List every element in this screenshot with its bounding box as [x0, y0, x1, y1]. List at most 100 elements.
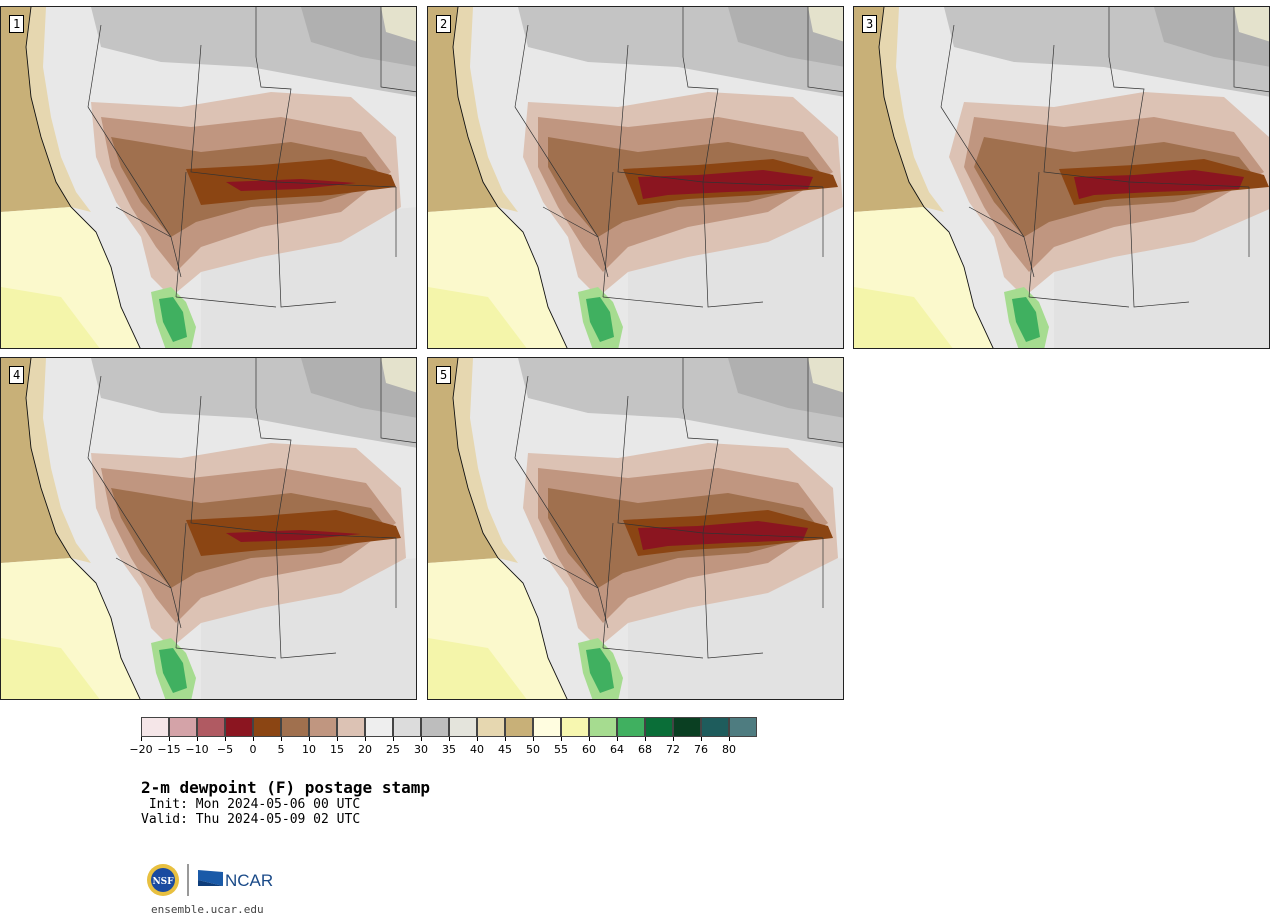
ocean-west — [1, 358, 71, 563]
colorbar-tick-label: −20 — [129, 743, 153, 756]
colorbar-tick-label: 50 — [526, 743, 540, 756]
colorbar-tick-label: 45 — [498, 743, 512, 756]
colorbar-swatch — [561, 717, 589, 737]
colorbar-swatch — [141, 717, 169, 737]
colorbar-swatch — [169, 717, 197, 737]
colorbar-swatch — [589, 717, 617, 737]
dry-northern-region — [944, 7, 1269, 97]
colorbar-tickmark — [225, 737, 226, 741]
dewpoint-map — [854, 7, 1269, 348]
colorbar-tickmark — [645, 737, 646, 741]
panel-number-label: 3 — [862, 15, 878, 33]
colorbar-tick-label: 64 — [610, 743, 624, 756]
map-panel-3: 3 — [853, 6, 1270, 349]
colorbar-tickmark — [701, 737, 702, 741]
dry-northern-region — [91, 358, 416, 448]
coastline — [878, 7, 994, 348]
colorbar-tick-label: 20 — [358, 743, 372, 756]
colorbar-swatch — [729, 717, 757, 737]
colorbar-tickmark — [253, 737, 254, 741]
colorbar-tickmark — [561, 737, 562, 741]
colorbar-tickmark — [505, 737, 506, 741]
dewpoint-map — [1, 358, 416, 699]
colorbar-tickmark — [197, 737, 198, 741]
ocean-west — [428, 358, 498, 563]
dewpoint-very-low-core — [638, 170, 813, 199]
colorbar-tickmark — [393, 737, 394, 741]
colorbar-tickmark — [141, 737, 142, 741]
valid-time: Valid: Thu 2024-05-09 02 UTC — [141, 812, 361, 827]
ncar-logo: NCAR — [198, 870, 273, 890]
panel-number-label: 1 — [9, 15, 25, 33]
colorbar-tickmark — [477, 737, 478, 741]
map-panel-5: 5 — [427, 357, 844, 700]
colorbar-swatch — [533, 717, 561, 737]
panel-number-label: 5 — [436, 366, 452, 384]
colorbar-tickmark — [589, 737, 590, 741]
colorbar-tick-label: 60 — [582, 743, 596, 756]
coastline — [25, 358, 141, 699]
map-panel-2: 2 — [427, 6, 844, 349]
colorbar-tickmark — [281, 737, 282, 741]
colorbar-tick-label: 76 — [694, 743, 708, 756]
colorbar-swatch — [421, 717, 449, 737]
colorbar-tick-label: −10 — [185, 743, 209, 756]
map-panel-1: 1 — [0, 6, 417, 349]
colorbar-swatch — [701, 717, 729, 737]
coastline — [25, 7, 141, 348]
nsf-logo: NSF — [147, 864, 179, 896]
colorbar-tickmark — [169, 737, 170, 741]
colorbar-tickmark — [729, 737, 730, 741]
init-time: Init: Mon 2024-05-06 00 UTC — [141, 797, 361, 812]
colorbar-swatch — [197, 717, 225, 737]
state-borders — [87, 358, 416, 659]
map-panel-4: 4 — [0, 357, 417, 700]
panel-number-label: 2 — [436, 15, 452, 33]
colorbar-swatch — [393, 717, 421, 737]
colorbar-swatch — [449, 717, 477, 737]
colorbar-swatch — [281, 717, 309, 737]
colorbar-swatch — [365, 717, 393, 737]
ocean-west — [428, 7, 498, 212]
colorbar-tick-label: 35 — [442, 743, 456, 756]
colorbar-swatch — [673, 717, 701, 737]
colorbar-tickmark — [421, 737, 422, 741]
site-url: ensemble.ucar.edu — [151, 903, 264, 916]
ncar-logo-text: NCAR — [225, 871, 273, 890]
state-borders — [87, 7, 416, 308]
colorbar-swatch — [337, 717, 365, 737]
dewpoint-map — [1, 7, 416, 348]
colorbar-tick-label: 30 — [414, 743, 428, 756]
colorbar-tickmark — [673, 737, 674, 741]
colorbar-tickmark — [309, 737, 310, 741]
colorbar-tick-label: 80 — [722, 743, 736, 756]
colorbar-tick-label: 15 — [330, 743, 344, 756]
colorbar-swatch — [309, 717, 337, 737]
colorbar-tickmark — [365, 737, 366, 741]
ocean-west — [1, 7, 71, 212]
ocean-west — [854, 7, 924, 212]
dewpoint-map — [428, 358, 843, 699]
state-borders — [514, 358, 843, 659]
dewpoint-very-low-core — [1074, 170, 1244, 199]
dry-northern-region — [518, 358, 843, 448]
colorbar-tick-label: 40 — [470, 743, 484, 756]
colorbar-tick-label: 55 — [554, 743, 568, 756]
colorbar-swatch — [477, 717, 505, 737]
coastline — [452, 7, 568, 348]
dewpoint-map — [428, 7, 843, 348]
colorbar-tick-label: 10 — [302, 743, 316, 756]
state-borders — [940, 7, 1269, 308]
logos: NSF NCAR — [145, 860, 275, 902]
colorbar-swatch — [253, 717, 281, 737]
colorbar-tick-label: −5 — [216, 743, 234, 756]
dewpoint-very-low-core — [638, 521, 808, 550]
colorbar-tickmark — [533, 737, 534, 741]
dry-northern-region — [518, 7, 843, 97]
colorbar-tick-label: 0 — [249, 743, 257, 756]
colorbar-tickmark — [449, 737, 450, 741]
colorbar-tick-label: 72 — [666, 743, 680, 756]
colorbar-swatch — [505, 717, 533, 737]
coastline — [452, 358, 568, 699]
plot-title: 2-m dewpoint (F) postage stamp — [141, 778, 430, 797]
